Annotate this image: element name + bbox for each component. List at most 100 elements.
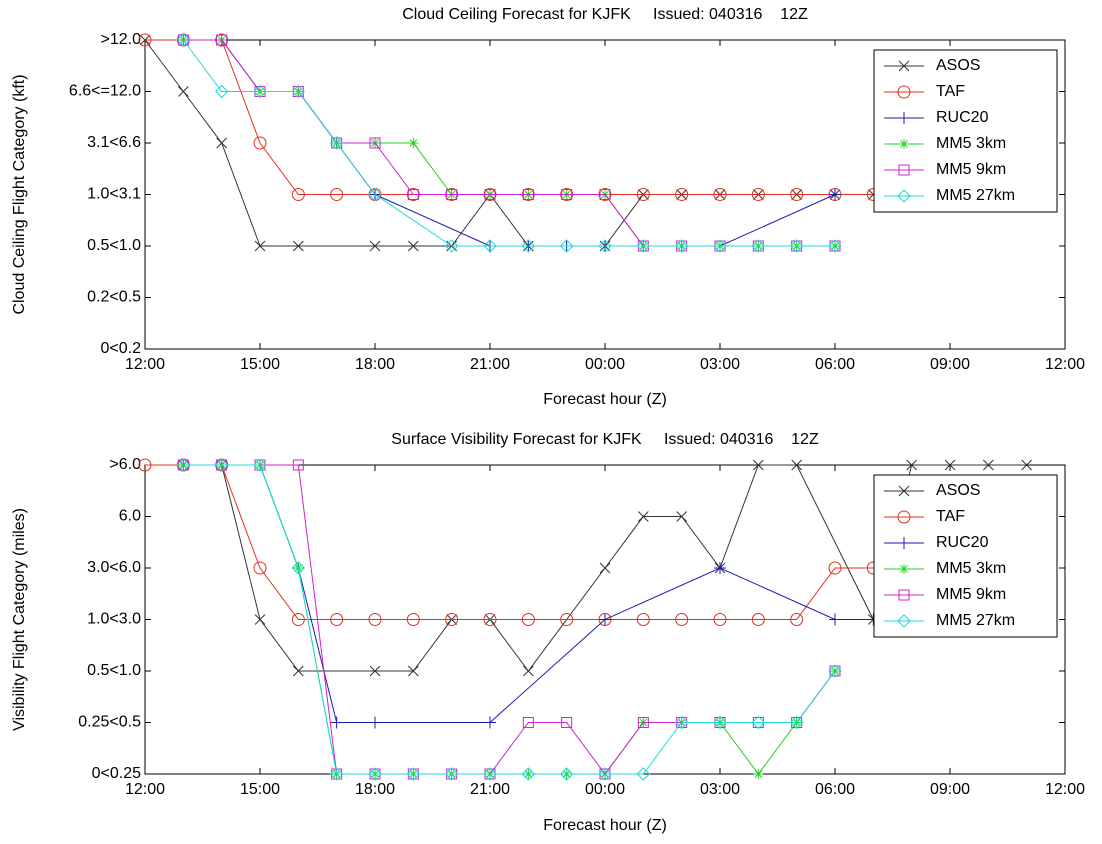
- data-point: [291, 188, 305, 201]
- legend-label: MM5 3km: [936, 560, 1006, 577]
- data-point: [751, 239, 766, 253]
- marker-stroke: [292, 665, 304, 677]
- data-point: [789, 239, 804, 253]
- marker-shape: [291, 561, 306, 575]
- marker-stroke: [216, 137, 228, 149]
- legend-marker: [898, 537, 910, 549]
- data-point: [445, 613, 459, 626]
- y-tick-label: 0<0.2: [101, 340, 142, 357]
- x-tick-label: 15:00: [240, 781, 280, 798]
- data-point: [522, 189, 534, 200]
- data-point: [753, 769, 764, 779]
- legend-label: MM5 27km: [936, 187, 1015, 204]
- data-point: [944, 459, 956, 471]
- data-point: [254, 614, 266, 625]
- marker-shape: [253, 561, 267, 575]
- data-point: [637, 511, 649, 522]
- legend-label: MM5 9km: [936, 586, 1006, 603]
- data-point: [828, 664, 842, 678]
- data-point: [559, 767, 574, 781]
- marker-shape: [330, 613, 344, 626]
- data-point: [791, 459, 803, 471]
- data-point: [522, 717, 534, 728]
- marker-shape: [897, 85, 911, 99]
- data-point: [331, 137, 343, 149]
- data-point: [176, 33, 191, 47]
- x-tick-label: 12:00: [1045, 356, 1085, 373]
- data-point: [790, 613, 804, 626]
- marker-shape: [898, 589, 910, 601]
- data-point: [1021, 459, 1033, 471]
- data-point: [751, 613, 765, 626]
- marker-shape: [521, 239, 536, 253]
- data-point: [599, 562, 611, 574]
- legend-box: [873, 474, 1058, 638]
- marker-shape: [368, 767, 382, 781]
- marker-shape: [674, 239, 689, 253]
- marker-shape: [176, 33, 191, 47]
- marker-shape: [790, 613, 804, 626]
- data-point: [790, 188, 804, 201]
- marker-shape: [483, 767, 497, 781]
- data-point: [521, 239, 536, 253]
- data-point: [254, 240, 266, 252]
- data-point: [598, 767, 612, 781]
- y-tick-label: 0.25<0.5: [78, 714, 141, 731]
- legend-label: ASOS: [936, 482, 980, 499]
- marker-shape: [898, 164, 910, 176]
- marker-shape: [828, 664, 842, 678]
- marker-shape: [559, 767, 574, 781]
- data-point: [291, 613, 305, 626]
- marker-stroke: [676, 511, 688, 522]
- marker-shape: [253, 84, 267, 99]
- marker-shape: [445, 613, 459, 626]
- marker-shape: [483, 613, 497, 626]
- marker-stroke: [599, 562, 611, 574]
- marker-shape: [484, 189, 496, 200]
- marker-shape: [713, 715, 727, 730]
- data-point: [329, 136, 344, 150]
- marker-shape: [444, 767, 459, 781]
- marker-shape: [897, 189, 911, 203]
- marker-shape: [444, 239, 459, 253]
- marker-shape: [789, 715, 804, 730]
- data-point: [407, 189, 419, 200]
- marker-shape: [751, 715, 766, 730]
- marker-shape: [675, 613, 689, 626]
- data-point: [675, 613, 689, 626]
- x-tick-label: 12:00: [1045, 781, 1085, 798]
- data-point: [713, 188, 727, 201]
- legend-marker: [897, 85, 911, 99]
- data-point: [559, 239, 574, 253]
- marker-shape: [713, 239, 727, 253]
- marker-stroke: [898, 60, 910, 72]
- legend-label: RUC20: [936, 534, 989, 551]
- data-point: [676, 511, 688, 522]
- marker-shape: [521, 767, 536, 781]
- marker-shape: [292, 459, 304, 471]
- x-tick-label: 21:00: [470, 781, 510, 798]
- data-point: [713, 239, 727, 253]
- marker-shape: [521, 613, 535, 626]
- y-tick-label: 6.0: [119, 508, 141, 525]
- marker-shape: [406, 767, 421, 781]
- data-point: [292, 459, 304, 471]
- data-point: [561, 189, 573, 200]
- data-point: [829, 613, 841, 626]
- legend-label: TAF: [936, 508, 965, 525]
- y-tick-label: 6.6<=12.0: [69, 83, 141, 100]
- marker-shape: [214, 458, 229, 472]
- marker-shape: [713, 613, 727, 626]
- data-point: [598, 239, 612, 253]
- legend-label: TAF: [936, 83, 965, 100]
- legend-marker: [897, 510, 911, 524]
- data-point: [368, 767, 382, 781]
- data-point: [483, 239, 497, 253]
- data-point: [828, 561, 842, 575]
- data-point: [521, 613, 535, 626]
- marker-shape: [406, 613, 420, 626]
- marker-shape: [368, 613, 382, 626]
- data-point: [216, 137, 228, 149]
- data-point: [713, 715, 727, 730]
